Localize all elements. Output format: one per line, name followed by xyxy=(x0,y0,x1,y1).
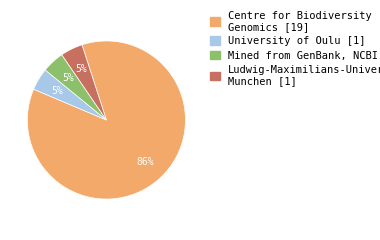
Text: 5%: 5% xyxy=(62,73,74,83)
Text: 5%: 5% xyxy=(52,86,63,96)
Wedge shape xyxy=(27,41,185,199)
Text: 86%: 86% xyxy=(136,157,154,167)
Legend: Centre for Biodiversity
Genomics [19], University of Oulu [1], Mined from GenBan: Centre for Biodiversity Genomics [19], U… xyxy=(211,11,380,86)
Wedge shape xyxy=(62,45,106,120)
Wedge shape xyxy=(33,70,106,120)
Wedge shape xyxy=(45,55,106,120)
Text: 5%: 5% xyxy=(75,64,87,74)
